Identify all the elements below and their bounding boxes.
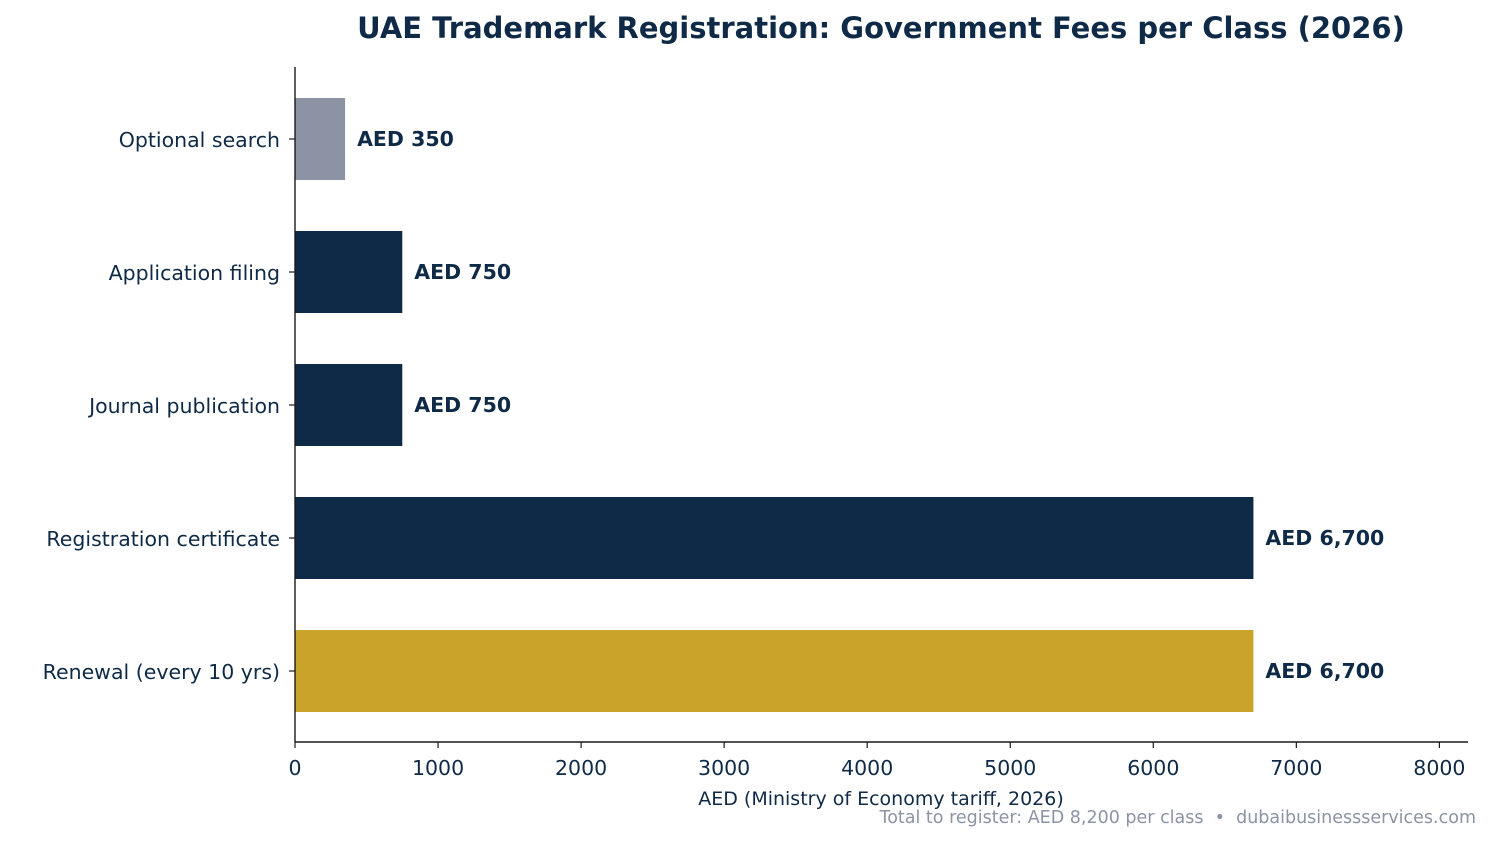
x-tick-label-1: 1000 [412, 756, 464, 780]
x-tick-label-8: 8000 [1413, 756, 1465, 780]
category-label-3: Registration certificate [46, 527, 280, 551]
x-tick-label-3: 3000 [698, 756, 750, 780]
value-label-1: AED 750 [414, 260, 511, 284]
chart-title: UAE Trademark Registration: Government F… [357, 11, 1405, 45]
bar-2 [295, 364, 403, 446]
value-label-2: AED 750 [414, 393, 511, 417]
value-label-4: AED 6,700 [1265, 659, 1384, 683]
category-label-0: Optional search [119, 128, 280, 152]
x-tick-label-5: 5000 [984, 756, 1036, 780]
bar-4 [295, 630, 1254, 712]
bar-1 [295, 231, 403, 313]
category-label-2: Journal publication [87, 394, 280, 418]
x-tick-label-4: 4000 [841, 756, 893, 780]
footer-note: Total to register: AED 8,200 per class •… [879, 808, 1477, 828]
x-tick-label-2: 2000 [555, 756, 607, 780]
value-label-0: AED 350 [357, 127, 454, 151]
category-label-1: Application filing [109, 261, 280, 285]
bar-0 [295, 98, 346, 180]
x-axis-title: AED (Ministry of Economy tariff, 2026) [698, 788, 1064, 810]
bars-layer: AED 350 AED 750 AED 750 AED 6,700 AED 6,700 [295, 98, 1384, 712]
x-tick-label-7: 7000 [1270, 756, 1322, 780]
value-label-3: AED 6,700 [1265, 526, 1384, 550]
category-label-4: Renewal (every 10 yrs) [43, 660, 280, 684]
bar-3 [295, 497, 1254, 579]
x-tick-label-6: 6000 [1127, 756, 1179, 780]
x-tick-label-0: 0 [288, 756, 301, 780]
axes-layer: Optional search Application filing Journal… [43, 67, 1468, 780]
